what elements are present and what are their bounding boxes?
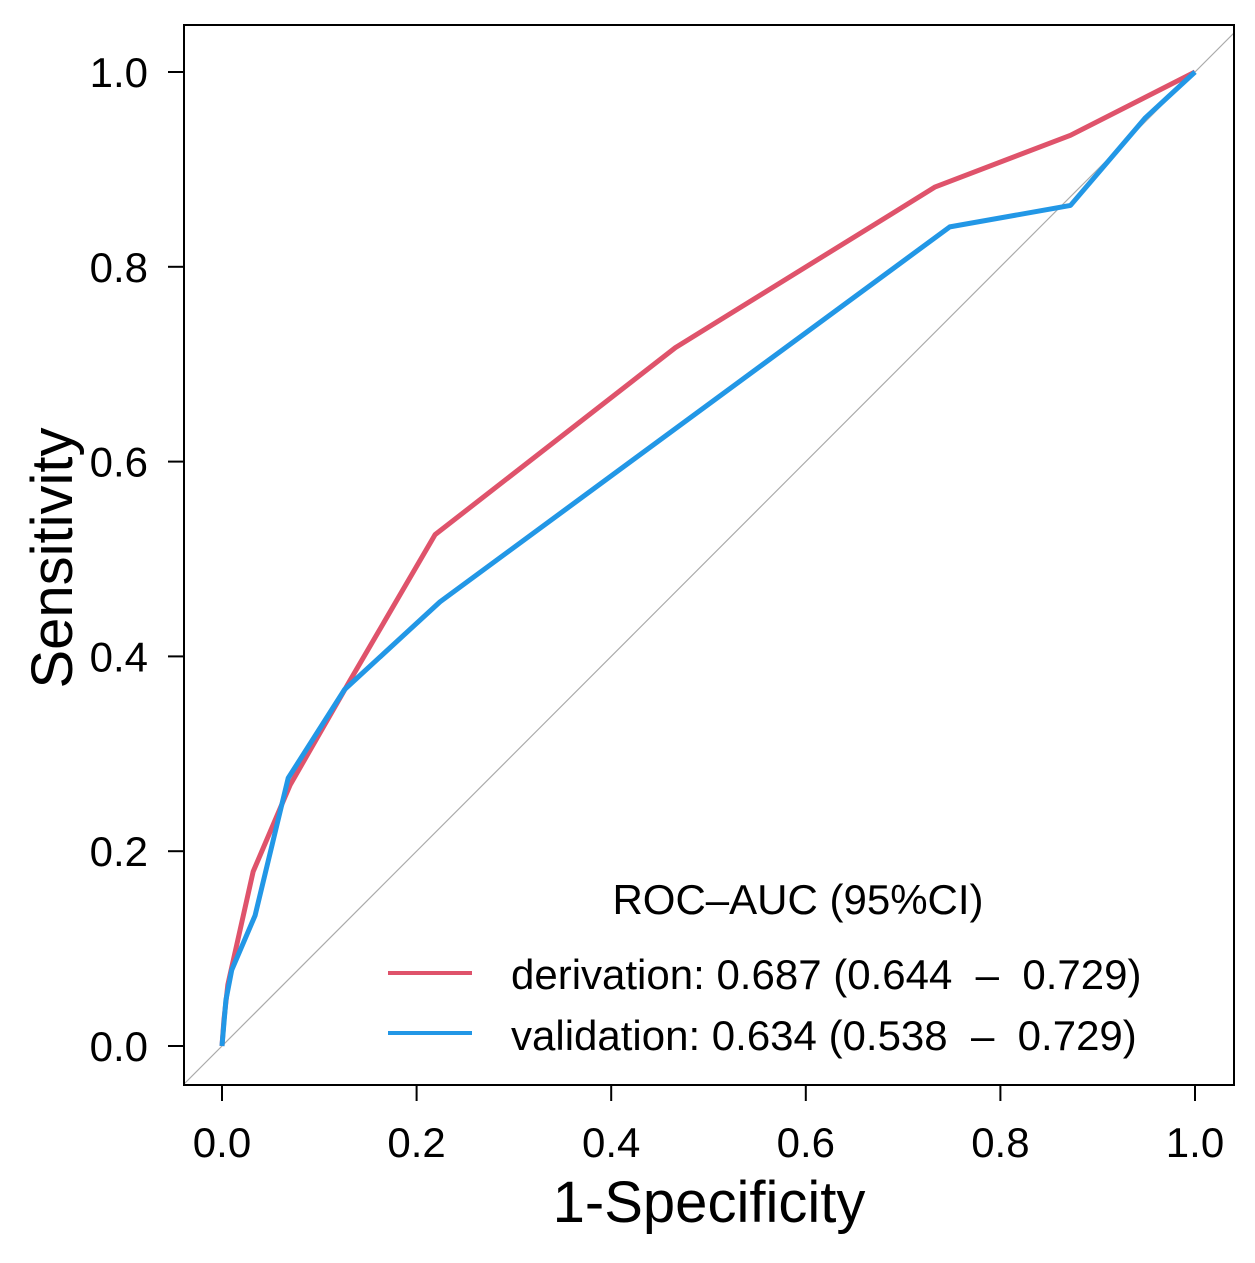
y-tick-label: 0.2: [90, 828, 148, 875]
y-tick-label: 0.4: [90, 633, 148, 680]
legend: ROC–AUC (95%CI) derivation: 0.687 (0.644…: [388, 876, 1141, 1059]
y-tick-label: 0.8: [90, 244, 148, 291]
x-tick-label: 0.0: [193, 1119, 251, 1166]
x-axis-label: 1-Specificity: [553, 1170, 866, 1235]
y-tick-label: 0.6: [90, 439, 148, 486]
x-tick-label: 0.8: [971, 1119, 1029, 1166]
y-tick-label: 1.0: [90, 49, 148, 96]
reference-diagonal: [184, 32, 1234, 1085]
y-axis: 0.0 0.2 0.4 0.6 0.8 1.0: [90, 49, 185, 1070]
x-tick-label: 1.0: [1166, 1119, 1224, 1166]
legend-entry-validation: validation: 0.634 (0.538 – 0.729): [511, 1012, 1137, 1059]
x-tick-label: 0.6: [777, 1119, 835, 1166]
x-axis: 0.0 0.2 0.4 0.6 0.8 1.0: [193, 1084, 1224, 1166]
roc-curve-validation: [219, 70, 1197, 1047]
y-axis-label: Sensitivity: [20, 427, 85, 688]
legend-title: ROC–AUC (95%CI): [612, 876, 983, 923]
x-tick-label: 0.4: [582, 1119, 640, 1166]
legend-entry-derivation: derivation: 0.687 (0.644 – 0.729): [511, 951, 1141, 998]
x-tick-label: 0.2: [387, 1119, 445, 1166]
y-tick-label: 0.0: [90, 1023, 148, 1070]
